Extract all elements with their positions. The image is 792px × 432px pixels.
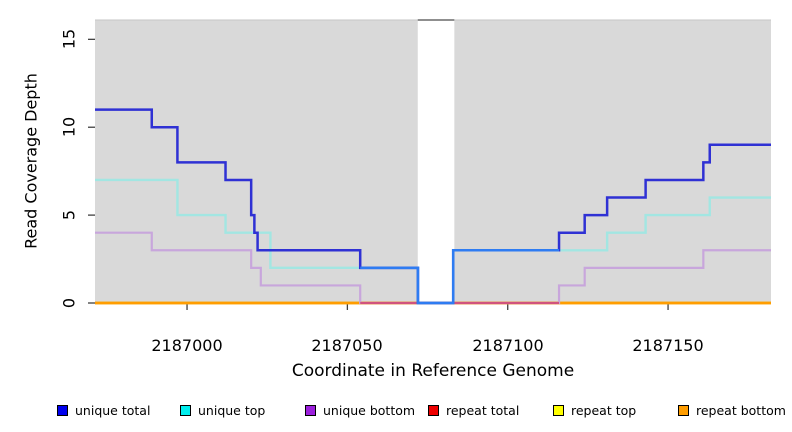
x-tick-label: 2187150	[632, 336, 704, 355]
x-tick-label: 2187050	[311, 336, 383, 355]
x-tick-label: 2187100	[472, 336, 544, 355]
y-axis-title: Read Coverage Depth	[21, 73, 41, 249]
x-axis-title: Coordinate in Reference Genome	[291, 361, 575, 381]
y-tick-label: 10	[59, 116, 79, 138]
plot-bg-right	[454, 20, 771, 303]
unique-total-overlap-line	[360, 249, 560, 305]
y-tick-label: 0	[59, 297, 79, 309]
plot-bg-left	[95, 20, 418, 303]
unique-bottom-line	[95, 231, 771, 305]
y-tick-label: 15	[59, 28, 79, 50]
y-tick-label: 5	[59, 209, 79, 221]
x-tick-label: 2187000	[151, 336, 223, 355]
